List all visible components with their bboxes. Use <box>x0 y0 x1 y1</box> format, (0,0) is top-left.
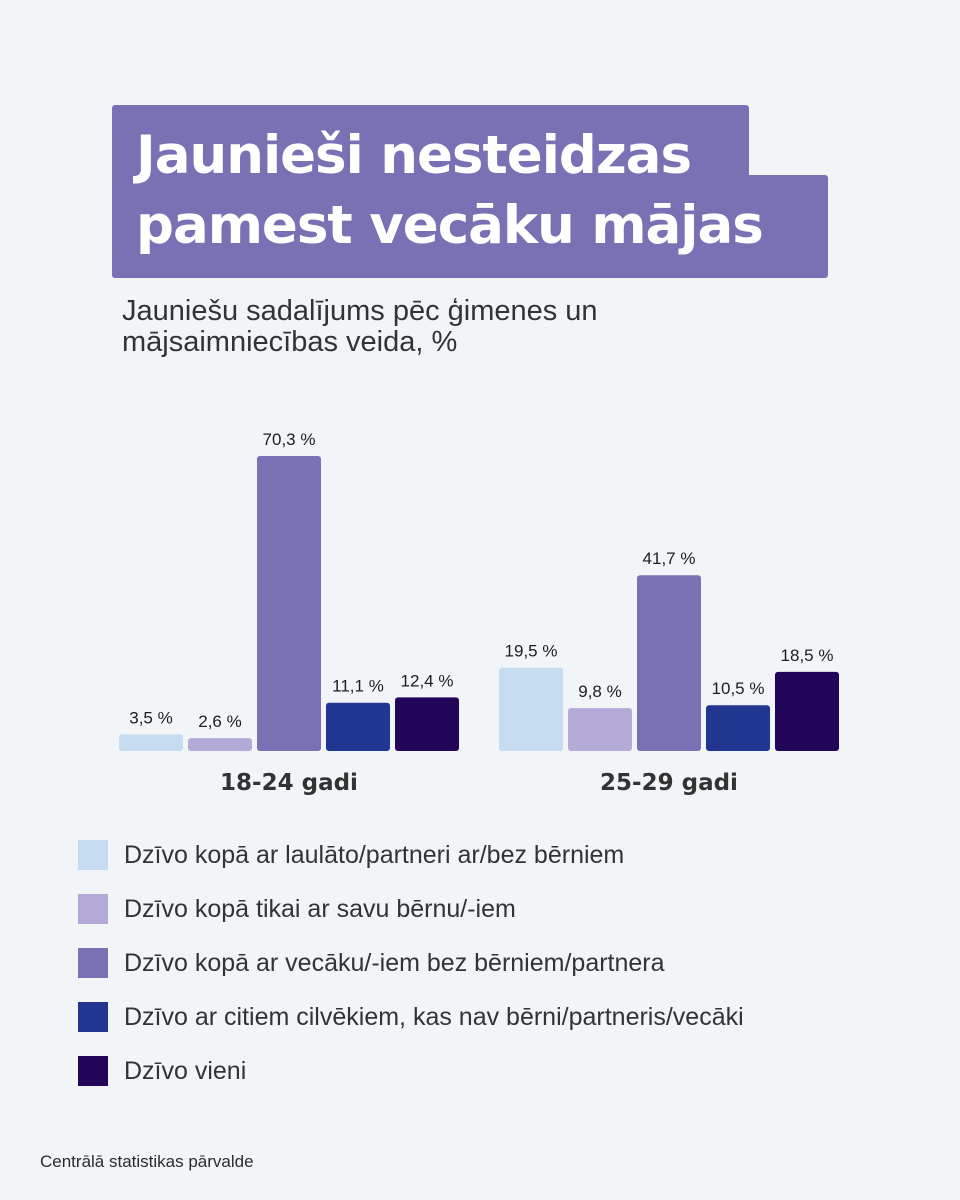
legend-swatch <box>78 840 108 870</box>
bar-value-label: 9,8 % <box>578 682 621 701</box>
bar-value-label: 18,5 % <box>781 646 834 665</box>
legend-label: Dzīvo ar citiem cilvēkiem, kas nav bērni… <box>124 1002 744 1031</box>
title-line-1: Jaunieši nesteidzas <box>136 125 692 186</box>
legend-item: Dzīvo kopā tikai ar savu bērnu/-iem <box>78 894 744 924</box>
bar <box>637 575 701 751</box>
bar-value-label: 3,5 % <box>129 708 172 727</box>
bar-value-label: 10,5 % <box>712 679 765 698</box>
bar <box>706 705 770 751</box>
title-background-lower <box>112 175 828 278</box>
bar-group-0: 3,5 % 2,6 % 70,3 % 11,1 % 12,4 % 18-24 gadi <box>119 430 459 796</box>
legend-label: Dzīvo kopā ar vecāku/-iem bez bērniem/pa… <box>124 948 665 977</box>
chart-legend: Dzīvo kopā ar laulāto/partneri ar/bez bē… <box>78 840 744 1110</box>
bar-value-label: 70,3 % <box>263 430 316 449</box>
legend-label: Dzīvo vieni <box>124 1056 247 1085</box>
legend-item: Dzīvo vieni <box>78 1056 744 1086</box>
bar <box>326 702 390 751</box>
bar-value-label: 2,6 % <box>198 712 241 731</box>
bar <box>395 697 459 751</box>
source-label: Centrālā statistikas pārvalde <box>40 1152 254 1171</box>
legend-swatch <box>78 1002 108 1032</box>
bar-value-label: 19,5 % <box>505 642 558 661</box>
bar-value-label: 41,7 % <box>643 549 696 568</box>
title-line-2: pamest vecāku mājas <box>136 195 764 256</box>
bar-group-1: 19,5 % 9,8 % 41,7 % 10,5 % 18,5 % 25-29 gadi <box>499 549 839 796</box>
bar-value-label: 12,4 % <box>401 671 454 690</box>
category-label: 25-29 gadi <box>600 770 738 796</box>
bar <box>775 671 839 751</box>
bar-value-label: 11,1 % <box>332 677 384 696</box>
bar <box>188 738 252 751</box>
legend-item: Dzīvo kopā ar vecāku/-iem bez bērniem/pa… <box>78 948 744 978</box>
bar <box>499 667 563 751</box>
chart-subtitle: Jauniešu sadalījums pēc ģimenes un mājsa… <box>122 295 598 358</box>
legend-swatch <box>78 948 108 978</box>
bar-chart: 3,5 % 2,6 % 70,3 % 11,1 % 12,4 % 18-24 gadi 19… <box>119 430 839 796</box>
legend-swatch <box>78 1056 108 1086</box>
legend-label: Dzīvo kopā tikai ar savu bērnu/-iem <box>124 894 516 923</box>
title-block: Jaunieši nesteidzas pamest vecāku mājas <box>112 105 828 278</box>
legend-swatch <box>78 894 108 924</box>
bar <box>257 456 321 751</box>
category-label: 18-24 gadi <box>220 770 358 796</box>
legend-item: Dzīvo ar citiem cilvēkiem, kas nav bērni… <box>78 1002 744 1032</box>
legend-label: Dzīvo kopā ar laulāto/partneri ar/bez bē… <box>124 840 625 869</box>
legend-item: Dzīvo kopā ar laulāto/partneri ar/bez bē… <box>78 840 744 870</box>
bar <box>119 734 183 751</box>
bar <box>568 708 632 751</box>
